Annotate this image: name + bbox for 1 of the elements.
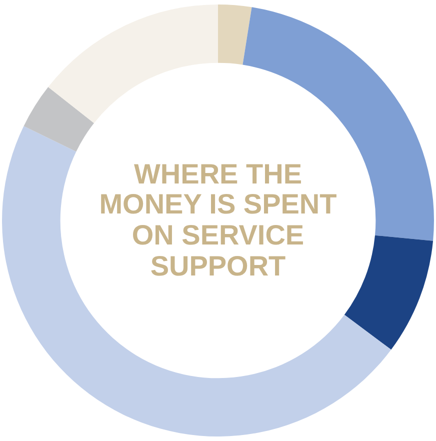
text: WHERE THE MONEY IS SPENT ON SERVICE SUPPORT xyxy=(98,158,338,282)
